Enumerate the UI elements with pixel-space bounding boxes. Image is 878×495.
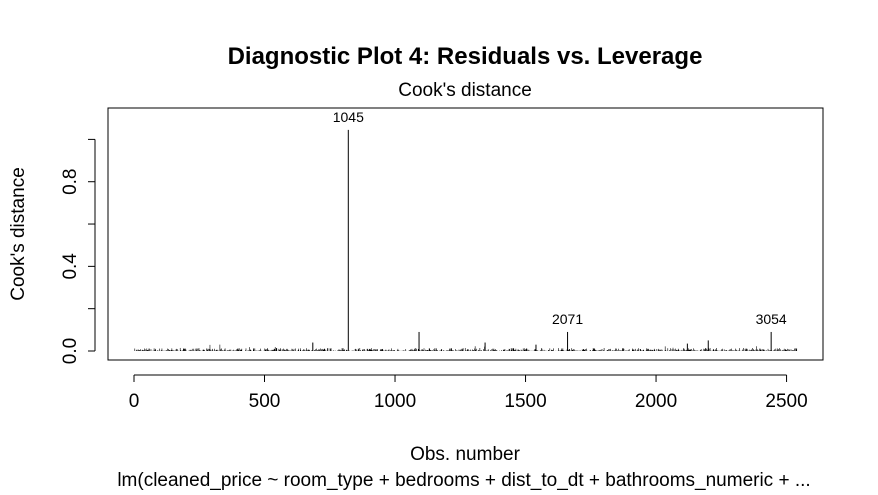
- x-tick-label: 2000: [635, 391, 677, 412]
- point-label: 2071: [552, 311, 583, 327]
- chart-subtitle: Cook's distance: [398, 80, 532, 101]
- x-axis-label: Obs. number: [410, 444, 520, 465]
- y-axis-label: Cook's distance: [8, 167, 29, 301]
- x-axis: 0 500 1000 1500 2000 2500: [129, 374, 808, 412]
- point-labels: 1045 2071 3054: [333, 109, 787, 327]
- y-axis: 0.0 0.4 0.8: [60, 138, 96, 364]
- y-tick-label: 0.8: [60, 169, 81, 195]
- x-tick-label: 500: [249, 391, 281, 412]
- point-label: 3054: [756, 311, 787, 327]
- y-tick-label: 0.0: [60, 338, 81, 364]
- x-tick-label: 0: [129, 391, 140, 412]
- needle-series: [134, 129, 798, 351]
- chart-title: Diagnostic Plot 4: Residuals vs. Leverag…: [228, 43, 703, 70]
- x-tick-label: 2500: [765, 391, 807, 412]
- point-label: 1045: [333, 109, 364, 125]
- model-caption: lm(cleaned_price ~ room_type + bedrooms …: [117, 470, 810, 491]
- y-tick-label: 0.4: [60, 253, 81, 280]
- x-tick-label: 1500: [504, 391, 546, 412]
- plot-frame: [107, 107, 824, 361]
- x-tick-label: 1000: [374, 391, 416, 412]
